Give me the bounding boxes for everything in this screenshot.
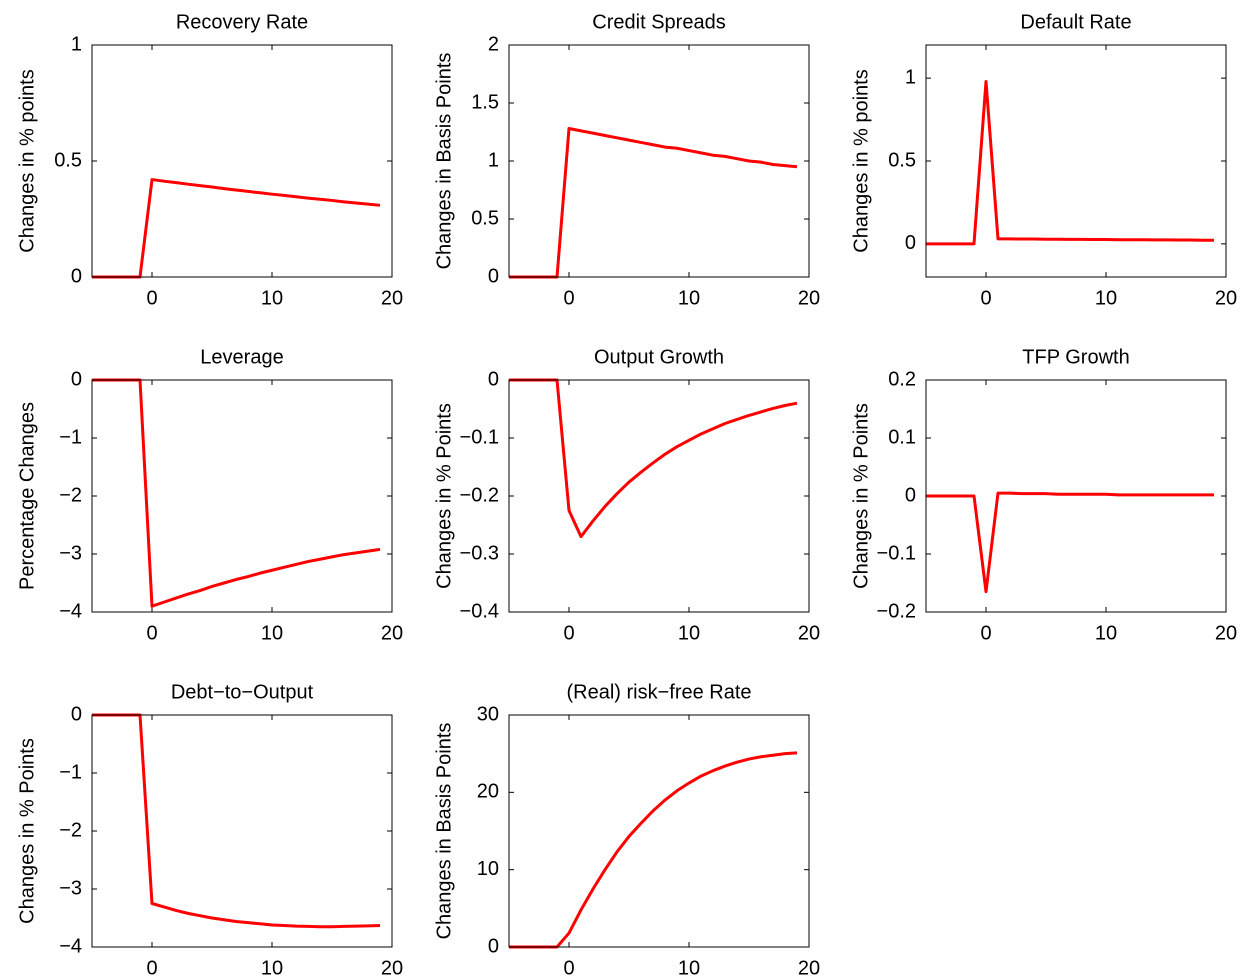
y-axis-label: Changes in Basis Points (433, 53, 455, 270)
y-tick-label: −0.3 (460, 542, 499, 564)
x-tick-label: 20 (1215, 622, 1237, 644)
y-tick-label: 0.5 (54, 149, 82, 171)
plot-area (509, 380, 809, 612)
y-axis-label: Changes in % points (16, 69, 38, 252)
subplot-title: TFP Growth (1022, 346, 1129, 368)
x-tick-label: 0 (563, 287, 574, 309)
x-tick-label: 0 (146, 287, 157, 309)
y-tick-label: 0 (71, 703, 82, 725)
y-tick-label: 0.5 (888, 149, 916, 171)
y-axis-label: Changes in % points (850, 69, 872, 252)
plot-frame (508, 44, 810, 278)
x-tick-label: 0 (980, 287, 991, 309)
plot-frame (508, 379, 810, 613)
y-axis-label: Changes in % Points (433, 403, 455, 589)
x-tick-label: 20 (798, 287, 820, 309)
x-tick-label: 0 (980, 622, 991, 644)
subplot-title: Leverage (200, 346, 283, 368)
plot-frame (508, 714, 810, 948)
y-tick-label: −2 (59, 819, 82, 841)
plot-area (92, 45, 392, 277)
plot-frame (91, 44, 393, 278)
x-tick-label: 10 (678, 622, 700, 644)
y-tick-label: −4 (59, 935, 82, 957)
y-tick-label: 2 (488, 33, 499, 55)
x-tick-label: 10 (1095, 287, 1117, 309)
x-tick-label: 0 (146, 622, 157, 644)
x-tick-label: 0 (563, 622, 574, 644)
y-tick-label: 1 (71, 33, 82, 55)
y-axis-label: Percentage Changes (16, 402, 38, 590)
plot-frame (91, 379, 393, 613)
x-tick-label: 20 (798, 622, 820, 644)
subplot-title: Recovery Rate (176, 11, 308, 33)
y-tick-label: 0.1 (888, 426, 916, 448)
data-line (926, 491, 1214, 594)
data-line (926, 79, 1214, 246)
x-tick-label: 10 (261, 622, 283, 644)
subplot-title: Output Growth (594, 346, 724, 368)
subplot-title: Debt−to−Output (171, 681, 314, 703)
y-tick-label: 1.5 (471, 91, 499, 113)
plot-frame (925, 379, 1227, 613)
x-tick-label: 10 (678, 287, 700, 309)
y-axis-label: Changes in % Points (850, 403, 872, 589)
y-tick-label: 0 (71, 368, 82, 390)
x-tick-label: 10 (678, 957, 700, 979)
y-tick-label: −0.2 (877, 600, 916, 622)
y-tick-label: 0 (488, 368, 499, 390)
x-tick-label: 0 (146, 957, 157, 979)
y-axis-label: Changes in % Points (16, 738, 38, 924)
x-tick-label: 10 (261, 957, 283, 979)
y-tick-label: −1 (59, 761, 82, 783)
y-tick-label: 1 (488, 149, 499, 171)
plot-frame (925, 44, 1227, 278)
y-tick-label: 0 (905, 484, 916, 506)
y-tick-label: 0.5 (471, 207, 499, 229)
y-axis-label: Changes in Basis Points (433, 723, 455, 940)
y-tick-label: 0 (488, 265, 499, 287)
y-tick-label: −3 (59, 542, 82, 564)
y-tick-label: −0.1 (877, 542, 916, 564)
x-tick-label: 10 (261, 287, 283, 309)
y-tick-label: 0.2 (888, 368, 916, 390)
y-tick-label: −0.1 (460, 426, 499, 448)
y-tick-label: 10 (477, 858, 499, 880)
x-tick-label: 0 (563, 957, 574, 979)
y-tick-label: −1 (59, 426, 82, 448)
y-tick-label: −0.2 (460, 484, 499, 506)
y-tick-label: 0 (71, 265, 82, 287)
x-tick-label: 20 (1215, 287, 1237, 309)
x-tick-label: 20 (381, 622, 403, 644)
subplot-title: Credit Spreads (592, 11, 725, 33)
y-tick-label: 1 (905, 66, 916, 88)
y-tick-label: 0 (488, 935, 499, 957)
x-tick-label: 20 (381, 287, 403, 309)
plot-frame (91, 714, 393, 948)
plot-area (926, 45, 1226, 277)
subplot-title: Default Rate (1020, 11, 1131, 33)
y-tick-label: 0 (905, 232, 916, 254)
x-tick-label: 10 (1095, 622, 1117, 644)
plot-area (509, 45, 809, 277)
y-tick-label: −0.4 (460, 600, 499, 622)
x-tick-label: 20 (381, 957, 403, 979)
y-tick-label: −4 (59, 600, 82, 622)
x-tick-label: 20 (798, 957, 820, 979)
plot-area (92, 715, 392, 947)
y-tick-label: 20 (477, 781, 499, 803)
subplot-title: (Real) risk−free Rate (566, 681, 751, 703)
y-tick-label: −3 (59, 877, 82, 899)
plot-area (509, 715, 809, 947)
y-tick-label: 30 (477, 703, 499, 725)
y-tick-label: −2 (59, 484, 82, 506)
